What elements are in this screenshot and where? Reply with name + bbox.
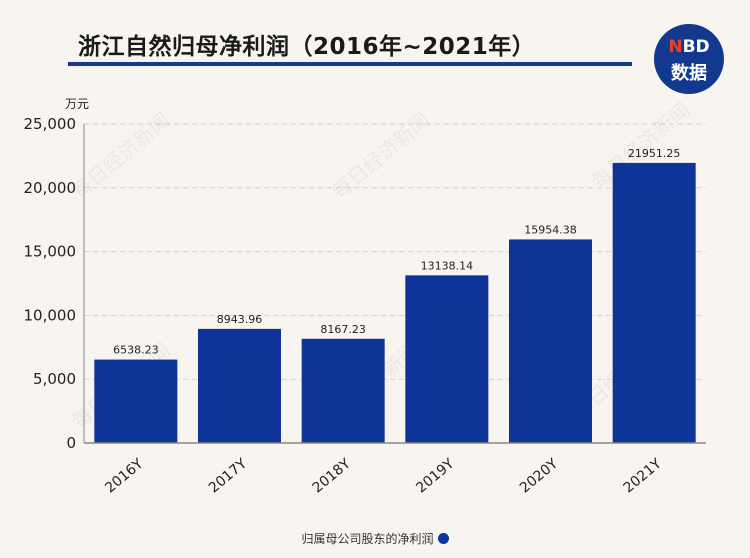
x-tick-label: 2020Y [517,456,561,497]
y-axis-unit: 万元 [65,97,90,111]
y-tick-label: 15,000 [24,243,77,261]
x-tick-label: 2018Y [310,456,354,497]
legend-swatch [437,533,449,544]
logo-text-bottom: 数据 [671,63,707,84]
chart-title: 浙江自然归母净利润（2016年~2021年） [78,34,536,60]
nbd-logo: NBD 数据 [654,24,724,94]
y-tick-label: 25,000 [24,115,77,133]
bar [612,162,696,444]
legend-label: 归属母公司股东的净利润 [301,532,434,546]
data-label: 21951.25 [628,147,681,160]
y-tick-label: 10,000 [24,306,77,324]
x-tick-label: 2016Y [102,456,146,497]
bar [94,359,178,443]
x-tick-label: 2021Y [621,456,665,497]
y-tick-label: 5,000 [33,370,76,388]
data-label: 6538.23 [113,344,159,357]
title-bar: 浙江自然归母净利润（2016年~2021年） [0,18,632,66]
data-label: 13138.14 [421,259,474,272]
data-label: 8943.96 [217,313,263,326]
x-tick-label: 2017Y [206,456,250,497]
legend: 归属母公司股东的净利润 [0,530,750,547]
bar [301,338,385,443]
title-underline [68,62,632,66]
bar [405,275,489,443]
data-label: 8167.23 [320,323,366,336]
data-label: 15954.38 [524,223,577,236]
y-tick-label: 20,000 [24,179,77,197]
bar [509,239,592,443]
y-tick-label: 0 [66,434,76,452]
x-tick-label: 2019Y [413,456,457,497]
bar [198,328,281,443]
logo-text-top: NBD [668,37,710,57]
